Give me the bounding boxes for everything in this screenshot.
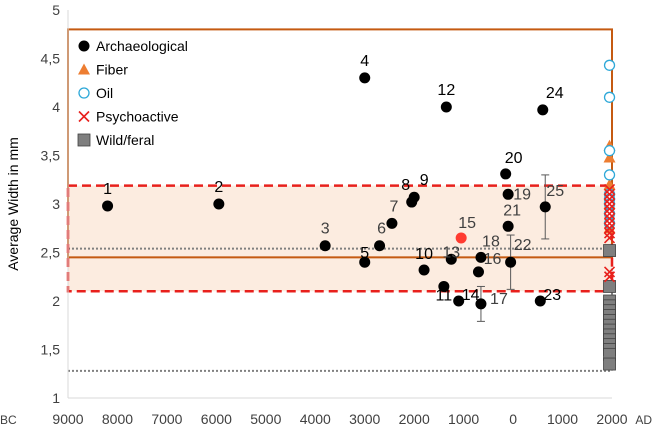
archaeological-label-8: 8 bbox=[401, 177, 410, 194]
archaeological-label-17: 17 bbox=[490, 291, 508, 308]
archaeological-label-21: 21 bbox=[503, 202, 521, 219]
archaeological-label-2: 2 bbox=[214, 179, 223, 196]
archaeological-point-6 bbox=[374, 240, 385, 251]
archaeological-label-12: 12 bbox=[437, 82, 455, 99]
legend-item-wild-feral: Wild/feral bbox=[78, 132, 154, 148]
archaeological-label-13: 13 bbox=[442, 244, 460, 261]
archaeological-label-19: 19 bbox=[513, 186, 531, 203]
x-tick-label: 1000 bbox=[448, 411, 479, 427]
x-tick-label: 0 bbox=[509, 411, 517, 427]
x-tick-label: 1000 bbox=[547, 411, 578, 427]
oil-point bbox=[605, 92, 615, 102]
archaeological-label-15: 15 bbox=[458, 215, 476, 232]
x-tick-label: 7000 bbox=[151, 411, 182, 427]
oil-point bbox=[605, 60, 615, 70]
archaeological-point-24 bbox=[537, 104, 548, 115]
archaeological-point-17 bbox=[475, 298, 486, 309]
archaeological-label-9: 9 bbox=[420, 172, 429, 189]
archaeological-label-3: 3 bbox=[321, 221, 330, 238]
legend-label: Fiber bbox=[96, 62, 128, 78]
legend-item-archaeological: Archaeological bbox=[79, 38, 188, 54]
archaeological-label-22: 22 bbox=[514, 237, 532, 254]
wild-feral-point bbox=[604, 358, 616, 370]
x-tick-label: 6000 bbox=[201, 411, 232, 427]
archaeological-label-5: 5 bbox=[360, 245, 369, 262]
x-label-bc: BC bbox=[0, 413, 17, 427]
legend-marker bbox=[78, 64, 90, 75]
y-tick-label-5: 5 bbox=[52, 2, 60, 18]
legend-marker bbox=[79, 112, 89, 122]
archaeological-point-15 bbox=[456, 232, 467, 243]
y-tick-label-2: 2 bbox=[52, 293, 60, 309]
legend: Archaeological Fiber Oil Psychoactive Wild/f… bbox=[78, 38, 188, 148]
x-tick-label: 4000 bbox=[300, 411, 331, 427]
archaeological-point-16 bbox=[473, 266, 484, 277]
archaeological-label-1: 1 bbox=[103, 181, 112, 198]
oil-point bbox=[605, 146, 615, 156]
x-tick-label: 3000 bbox=[349, 411, 380, 427]
archaeological-point-12 bbox=[441, 102, 452, 113]
wild-feral-point bbox=[604, 245, 616, 257]
y-tick-label-4: 4 bbox=[52, 99, 60, 115]
x-tick-label: 8000 bbox=[102, 411, 133, 427]
wild-feral-point bbox=[604, 280, 616, 292]
y-tick-label-2,5: 2,5 bbox=[41, 245, 61, 261]
archaeological-label-20: 20 bbox=[505, 150, 523, 167]
archaeological-label-24: 24 bbox=[546, 85, 564, 102]
archaeological-point-3 bbox=[320, 240, 331, 251]
y-axis-label: Average Width in mm bbox=[5, 137, 21, 271]
archaeological-point-4 bbox=[359, 72, 370, 83]
legend-label: Wild/feral bbox=[96, 132, 154, 148]
y-tick-label-1: 1 bbox=[52, 390, 60, 406]
y-tick-label-3: 3 bbox=[52, 196, 60, 212]
x-tick-label: 5000 bbox=[250, 411, 281, 427]
legend-item-fiber: Fiber bbox=[78, 62, 128, 78]
y-tick-label-1,5: 1,5 bbox=[41, 342, 61, 358]
archaeological-label-7: 7 bbox=[389, 198, 398, 215]
x-tick-label: 2000 bbox=[399, 411, 430, 427]
archaeological-point-1 bbox=[102, 200, 113, 211]
archaeological-point-21 bbox=[503, 221, 514, 232]
archaeological-point-7 bbox=[386, 218, 397, 229]
legend-label: Psychoactive bbox=[96, 109, 179, 125]
legend-label: Archaeological bbox=[96, 38, 188, 54]
archaeological-label-18: 18 bbox=[482, 233, 500, 250]
archaeological-label-25: 25 bbox=[546, 183, 564, 200]
oil-point bbox=[605, 170, 615, 180]
archaeological-label-10: 10 bbox=[415, 246, 433, 263]
archaeological-point-19 bbox=[503, 189, 514, 200]
archaeological-label-6: 6 bbox=[377, 221, 386, 238]
x-tick-label: 9000 bbox=[52, 411, 83, 427]
archaeological-point-2 bbox=[213, 199, 224, 210]
archaeological-point-10 bbox=[419, 264, 430, 275]
x-tick-label: 2000 bbox=[596, 411, 627, 427]
archaeological-label-11: 11 bbox=[436, 287, 453, 304]
legend-item-psychoactive: Psychoactive bbox=[79, 109, 179, 125]
archaeological-point-18 bbox=[475, 252, 486, 263]
legend-marker bbox=[79, 41, 90, 52]
archaeological-point-25 bbox=[540, 201, 551, 212]
archaeological-point-22 bbox=[505, 257, 516, 268]
y-tick-label-3,5: 3,5 bbox=[41, 148, 61, 164]
archaeological-label-16: 16 bbox=[484, 251, 502, 268]
legend-item-oil: Oil bbox=[79, 85, 113, 101]
x-label-ad: AD bbox=[635, 413, 652, 427]
legend-marker bbox=[78, 134, 90, 146]
archaeological-point-9 bbox=[409, 192, 420, 203]
archaeological-label-4: 4 bbox=[360, 53, 369, 70]
archaeological-point-20 bbox=[500, 168, 511, 179]
legend-marker bbox=[79, 88, 89, 98]
y-tick-label-4,5: 4,5 bbox=[41, 51, 61, 67]
legend-label: Oil bbox=[96, 85, 113, 101]
archaeological-label-23: 23 bbox=[543, 287, 561, 304]
